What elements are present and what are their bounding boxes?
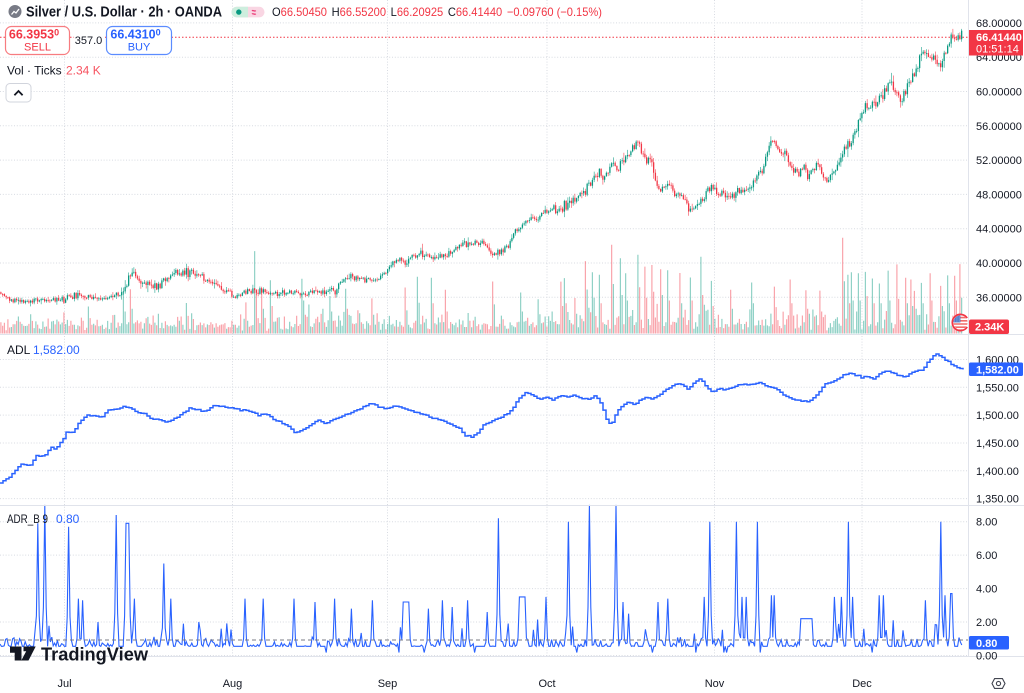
svg-text:64.00000: 64.00000: [976, 52, 1022, 64]
svg-text:1,400.00: 1,400.00: [976, 466, 1019, 478]
svg-text:BUY: BUY: [128, 42, 151, 54]
svg-text:2.00: 2.00: [976, 617, 997, 629]
svg-text:Vol · Ticks: Vol · Ticks: [7, 64, 62, 78]
svg-text:2.34 K: 2.34 K: [66, 64, 101, 78]
svg-text:0.00: 0.00: [976, 651, 997, 663]
svg-text:Aug: Aug: [223, 678, 243, 690]
svg-text:Sep: Sep: [378, 678, 398, 690]
svg-text:0.80: 0.80: [56, 512, 80, 526]
svg-text:36.00000: 36.00000: [976, 292, 1022, 304]
svg-text:66.39530: 66.39530: [9, 28, 59, 42]
svg-text:1,582.00: 1,582.00: [33, 343, 80, 357]
svg-text:TradingView: TradingView: [41, 645, 149, 665]
svg-text:66.43100: 66.43100: [110, 28, 160, 42]
svg-text:1,582.00: 1,582.00: [976, 365, 1019, 377]
svg-text:ADR_B 9: ADR_B 9: [7, 512, 48, 526]
svg-text:Oct: Oct: [538, 678, 555, 690]
svg-text:ADL: ADL: [7, 343, 31, 357]
svg-text:4.00: 4.00: [976, 584, 997, 596]
svg-text:8.00: 8.00: [976, 517, 997, 529]
svg-text:1,500.00: 1,500.00: [976, 410, 1019, 422]
svg-text:Nov: Nov: [705, 678, 725, 690]
svg-text:0.80: 0.80: [976, 638, 997, 650]
svg-text:68.00000: 68.00000: [976, 18, 1022, 30]
svg-text:1,450.00: 1,450.00: [976, 438, 1019, 450]
svg-text:48.00000: 48.00000: [976, 189, 1022, 201]
svg-text:01:51:14: 01:51:14: [976, 44, 1019, 56]
svg-text:357.0: 357.0: [75, 35, 103, 47]
svg-text:O66.50450H66.55200L66.20925C66: O66.50450H66.55200L66.20925C66.41440−0.0…: [272, 5, 602, 19]
svg-text:66.41440: 66.41440: [976, 32, 1022, 44]
svg-text:2.34K: 2.34K: [975, 322, 1004, 334]
svg-text:6.00: 6.00: [976, 550, 997, 562]
svg-text:1,550.00: 1,550.00: [976, 382, 1019, 394]
svg-text:44.00000: 44.00000: [976, 224, 1022, 236]
svg-text:Silver / U.S. Dollar · 2h · OA: Silver / U.S. Dollar · 2h · OANDA: [26, 4, 222, 21]
svg-text:52.00000: 52.00000: [976, 155, 1022, 167]
svg-text:Jul: Jul: [57, 678, 71, 690]
svg-text:56.00000: 56.00000: [976, 121, 1022, 133]
svg-text:60.00000: 60.00000: [976, 87, 1022, 99]
svg-text:Dec: Dec: [852, 678, 872, 690]
svg-text:40.00000: 40.00000: [976, 258, 1022, 270]
svg-text:SELL: SELL: [24, 42, 51, 54]
svg-text:1,350.00: 1,350.00: [976, 494, 1019, 506]
